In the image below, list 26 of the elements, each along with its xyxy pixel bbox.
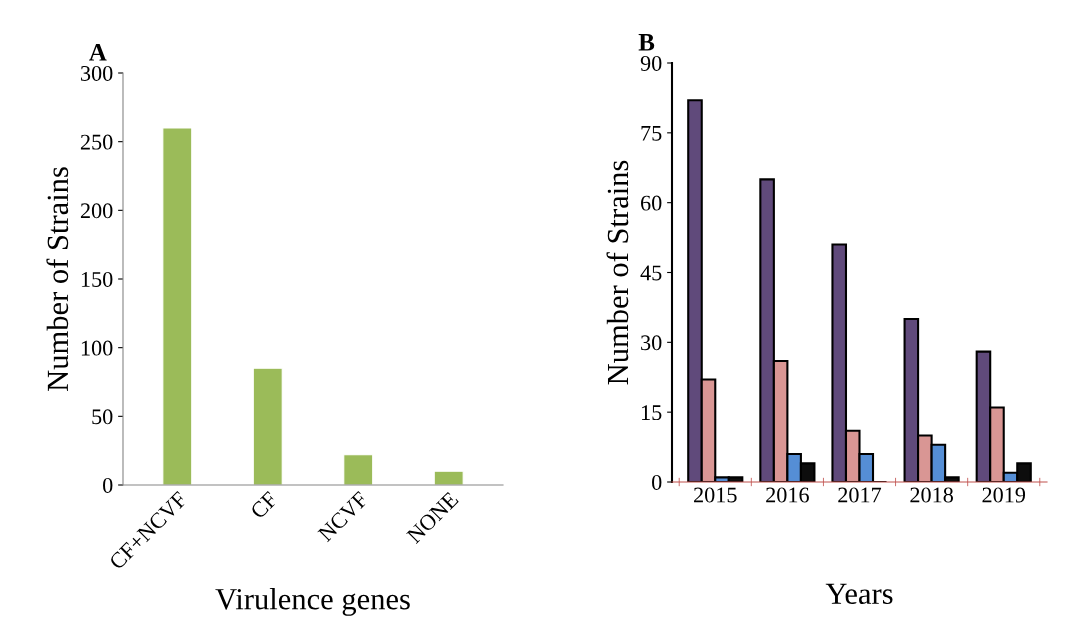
y-axis-title: Number of Strains: [46, 167, 69, 391]
y-tick-label: 100: [81, 340, 113, 356]
y-tick-label: 150: [81, 271, 113, 287]
y-tick-label: 45: [640, 265, 662, 281]
y-axis-title: Number of Strains: [606, 160, 629, 385]
y-tick-label: 50: [92, 409, 113, 425]
y-tick-label: 300: [81, 65, 113, 81]
chart-title: B: [638, 34, 655, 51]
y-tick-label: 15: [642, 405, 662, 421]
x-tick-label: CF: [249, 490, 279, 520]
y-tick-label: 0: [103, 477, 113, 493]
x-tick-label: 2016: [766, 487, 809, 503]
x-axis-title: Virulence genes: [215, 588, 410, 616]
x-tick-label: 2017: [838, 487, 882, 503]
y-tick-label: 200: [80, 203, 113, 219]
y-tick-label: 90: [640, 55, 662, 71]
y-tick-label: 60: [641, 195, 662, 211]
x-axis-title: Years: [825, 583, 893, 605]
x-tick-label: 2019: [982, 487, 1026, 503]
y-tick-label: 0: [652, 474, 662, 490]
chart-title: A: [89, 44, 107, 61]
y-tick-label: 250: [80, 134, 113, 150]
x-tick-label: 2018: [910, 487, 953, 503]
y-tick-label: 75: [641, 125, 662, 141]
x-tick-label: 2015: [694, 487, 737, 503]
y-tick-label: 30: [641, 335, 662, 351]
